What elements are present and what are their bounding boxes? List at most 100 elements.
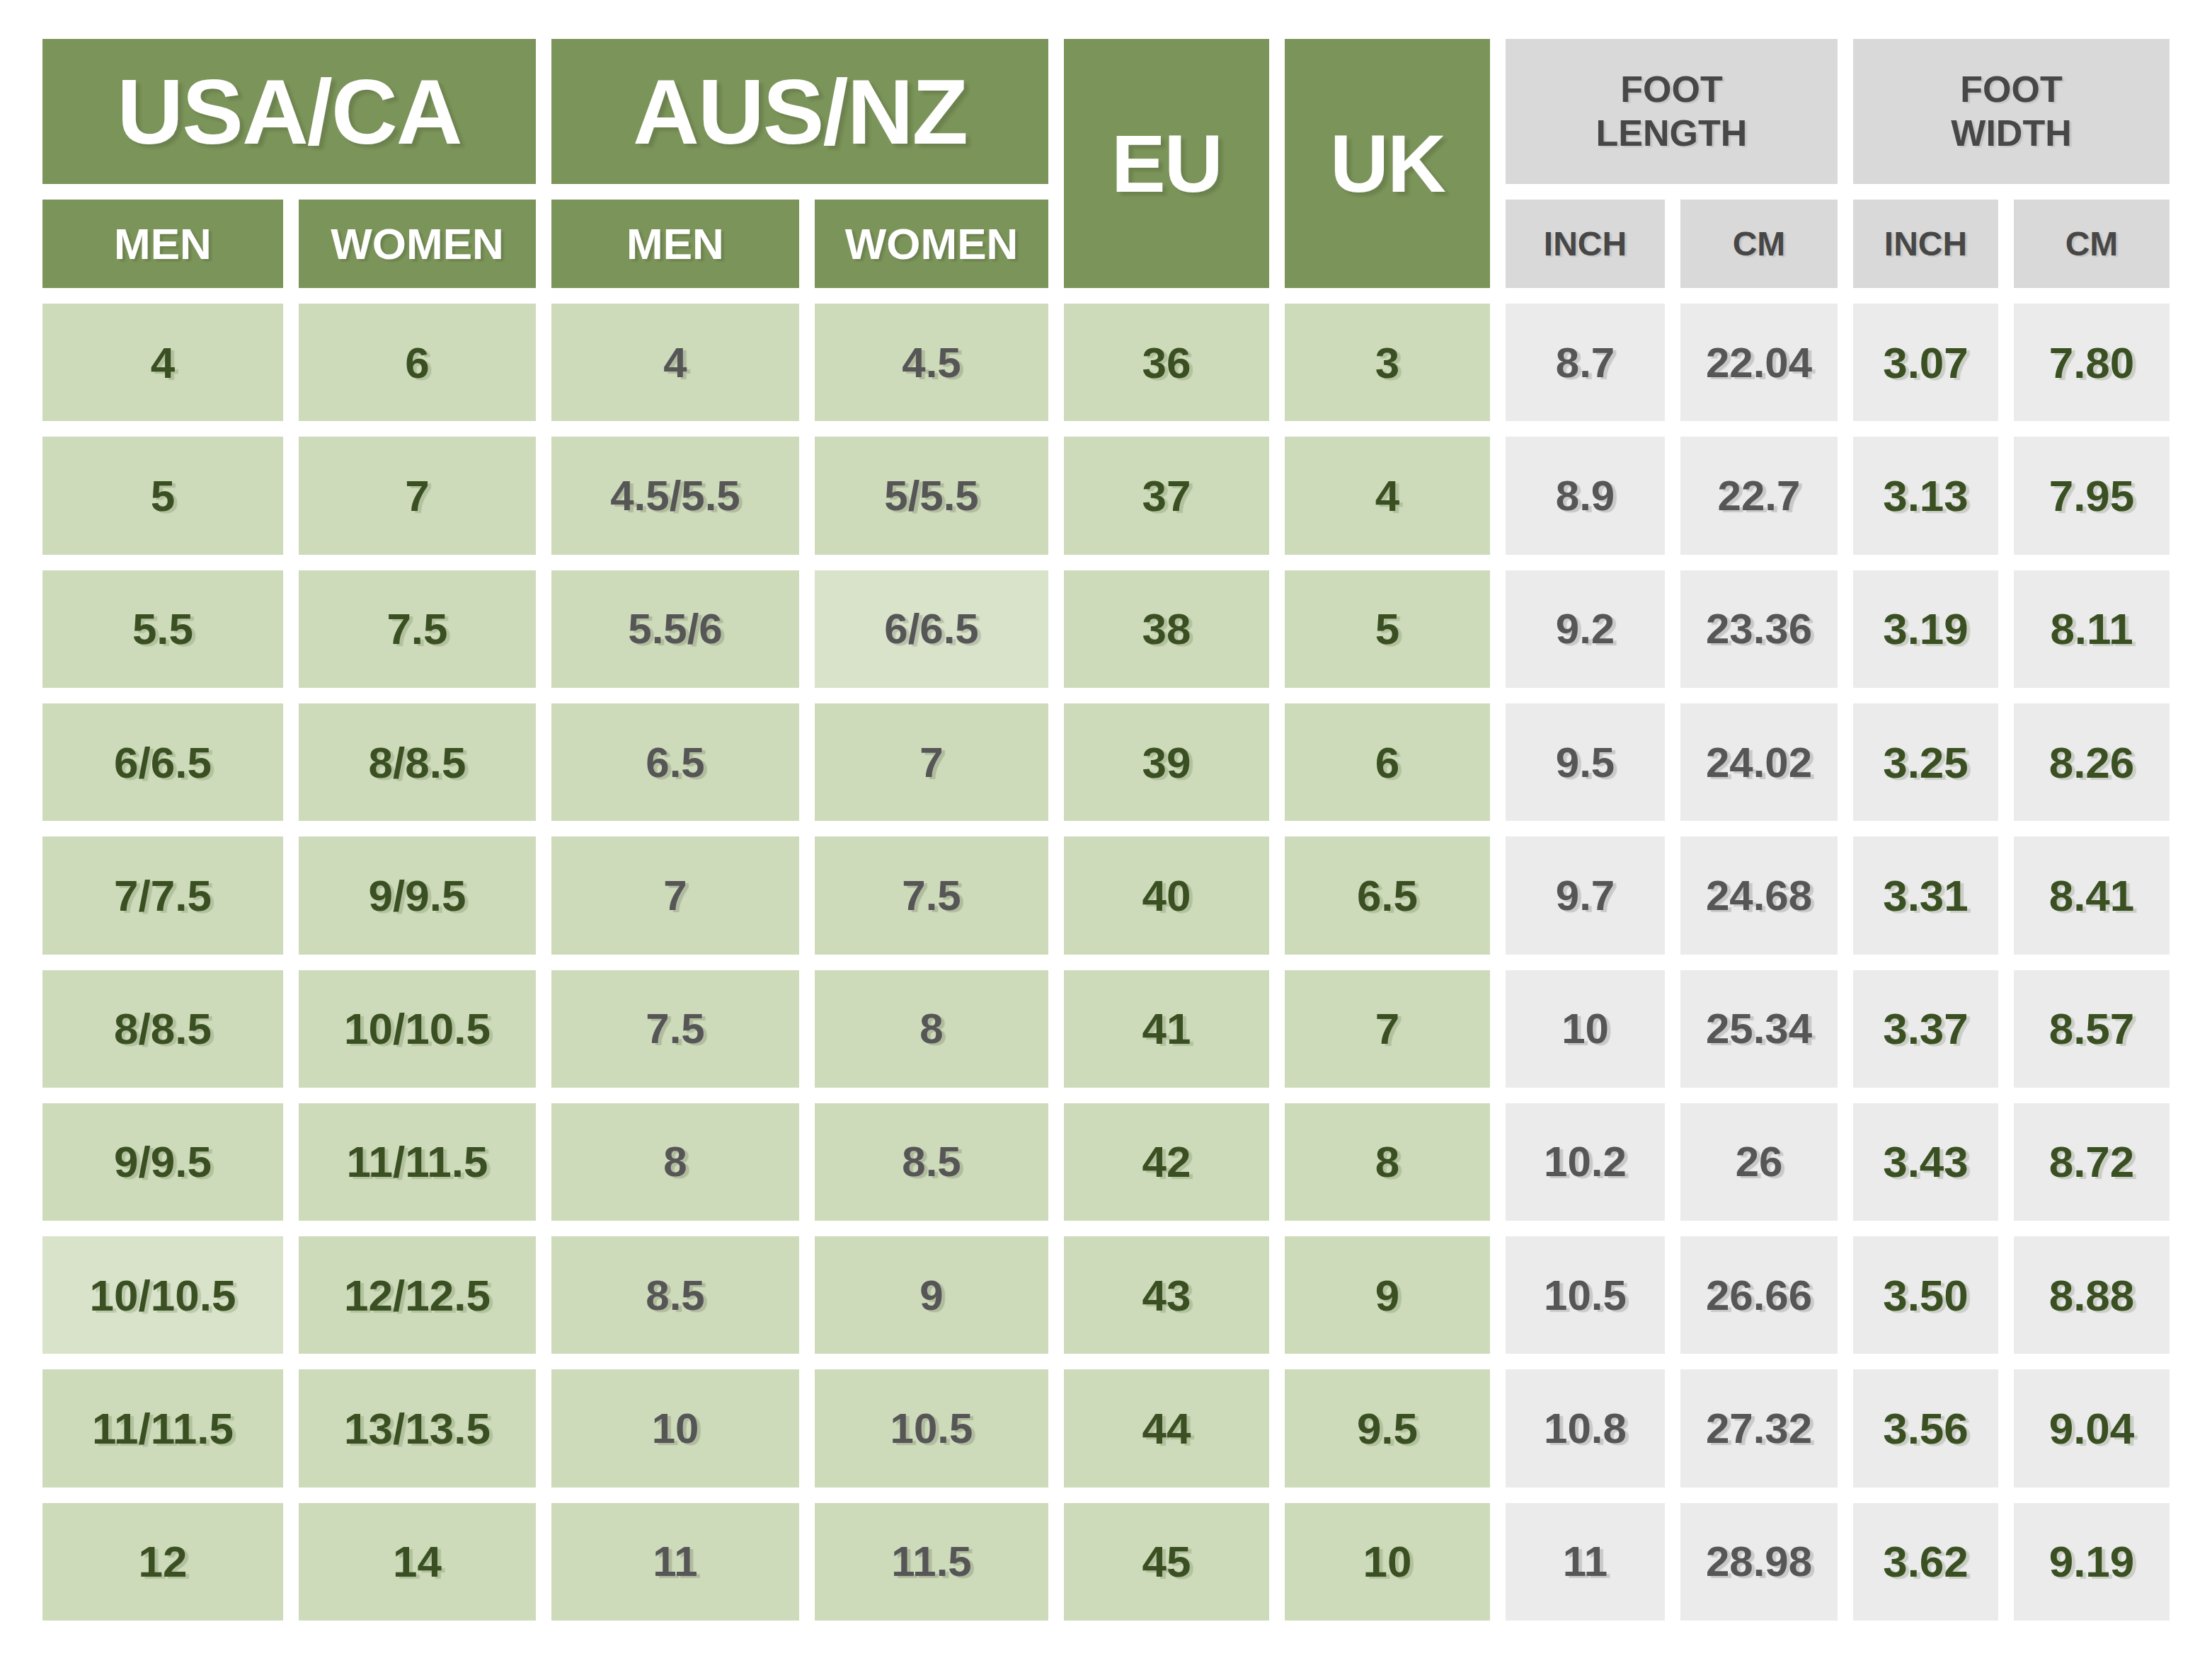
table-cell: 13/13.5 [299, 1369, 536, 1487]
table-cell: 10/10.5 [42, 1236, 283, 1354]
table-cell: 37 [1064, 437, 1269, 554]
table-cell: 22.04 [1680, 304, 1838, 421]
table-cell: 8.11 [2014, 570, 2170, 688]
table-cell: 45 [1064, 1503, 1269, 1621]
table-cell: 24.68 [1680, 836, 1838, 954]
table-cell: 23.36 [1680, 570, 1838, 688]
header-usa-ca: USA/CA [42, 39, 536, 184]
size-chart-page: USA/CA AUS/NZ EU UK FOOT LENGTH FOOT WID… [0, 0, 2212, 1663]
table-cell: 28.98 [1680, 1503, 1838, 1621]
table-cell: 7.5 [299, 570, 536, 688]
table-cell: 8 [551, 1103, 799, 1221]
header-aus-nz: AUS/NZ [551, 39, 1048, 184]
table-cell: 8.26 [2014, 703, 2170, 821]
table-cell: 4 [42, 304, 283, 421]
table-cell: 22.7 [1680, 437, 1838, 554]
table-cell: 3.50 [1853, 1236, 1998, 1354]
subheader-length-cm: CM [1680, 200, 1838, 288]
table-cell: 11/11.5 [42, 1369, 283, 1487]
table-cell: 9.04 [2014, 1369, 2170, 1487]
table-cell: 8.88 [2014, 1236, 2170, 1354]
table-cell: 3.13 [1853, 437, 1998, 554]
table-cell: 9.19 [2014, 1503, 2170, 1621]
table-cell: 10 [1506, 970, 1665, 1088]
table-cell: 9.5 [1506, 703, 1665, 821]
table-cell: 42 [1064, 1103, 1269, 1221]
table-cell: 6.5 [551, 703, 799, 821]
subheader-width-cm: CM [2014, 200, 2170, 288]
table-cell: 11/11.5 [299, 1103, 536, 1221]
table-cell: 10.8 [1506, 1369, 1665, 1487]
table-cell: 8.72 [2014, 1103, 2170, 1221]
table-cell: 3.43 [1853, 1103, 1998, 1221]
table-cell: 3.37 [1853, 970, 1998, 1088]
subheader-aus-women: WOMEN [815, 200, 1048, 288]
table-cell: 11 [1506, 1503, 1665, 1621]
table-cell: 10 [1285, 1503, 1490, 1621]
table-cell: 4.5/5.5 [551, 437, 799, 554]
table-cell: 3 [1285, 304, 1490, 421]
table-cell: 9 [815, 1236, 1048, 1354]
table-cell: 4 [551, 304, 799, 421]
table-cell: 7 [299, 437, 536, 554]
table-cell: 9.7 [1506, 836, 1665, 954]
table-cell: 6/6.5 [815, 570, 1048, 688]
table-cell: 7 [551, 836, 799, 954]
table-cell: 27.32 [1680, 1369, 1838, 1487]
subheader-aus-men: MEN [551, 200, 799, 288]
table-cell: 10/10.5 [299, 970, 536, 1088]
table-cell: 10 [551, 1369, 799, 1487]
table-cell: 43 [1064, 1236, 1269, 1354]
table-cell: 9.5 [1285, 1369, 1490, 1487]
table-cell: 4 [1285, 437, 1490, 554]
table-cell: 3.56 [1853, 1369, 1998, 1487]
table-cell: 41 [1064, 970, 1269, 1088]
header-eu: EU [1064, 39, 1269, 288]
table-cell: 14 [299, 1503, 536, 1621]
table-cell: 8 [1285, 1103, 1490, 1221]
table-cell: 5 [42, 437, 283, 554]
table-cell: 5.5 [42, 570, 283, 688]
table-cell: 7.5 [551, 970, 799, 1088]
table-cell: 26.66 [1680, 1236, 1838, 1354]
table-cell: 3.07 [1853, 304, 1998, 421]
table-cell: 9 [1285, 1236, 1490, 1354]
table-cell: 3.19 [1853, 570, 1998, 688]
table-cell: 11 [551, 1503, 799, 1621]
table-cell: 24.02 [1680, 703, 1838, 821]
table-cell: 10.5 [1506, 1236, 1665, 1354]
table-cell: 8.41 [2014, 836, 2170, 954]
table-cell: 7 [1285, 970, 1490, 1088]
table-cell: 6.5 [1285, 836, 1490, 954]
table-cell: 7/7.5 [42, 836, 283, 954]
table-cell: 5 [1285, 570, 1490, 688]
table-cell: 10.5 [815, 1369, 1048, 1487]
table-cell: 5/5.5 [815, 437, 1048, 554]
table-cell: 7.95 [2014, 437, 2170, 554]
table-cell: 12/12.5 [299, 1236, 536, 1354]
table-cell: 40 [1064, 836, 1269, 954]
table-cell: 9/9.5 [42, 1103, 283, 1221]
table-cell: 8.5 [815, 1103, 1048, 1221]
table-cell: 8 [815, 970, 1048, 1088]
table-cell: 6 [299, 304, 536, 421]
table-cell: 7 [815, 703, 1048, 821]
subheader-usa-men: MEN [42, 200, 283, 288]
table-cell: 7.80 [2014, 304, 2170, 421]
table-cell: 8.57 [2014, 970, 2170, 1088]
table-cell: 44 [1064, 1369, 1269, 1487]
table-cell: 5.5/6 [551, 570, 799, 688]
table-cell: 38 [1064, 570, 1269, 688]
table-cell: 3.25 [1853, 703, 1998, 821]
subheader-length-inch: INCH [1506, 200, 1665, 288]
table-cell: 9.2 [1506, 570, 1665, 688]
table-cell: 12 [42, 1503, 283, 1621]
table-cell: 3.62 [1853, 1503, 1998, 1621]
table-cell: 36 [1064, 304, 1269, 421]
table-cell: 39 [1064, 703, 1269, 821]
table-cell: 26 [1680, 1103, 1838, 1221]
table-cell: 25.34 [1680, 970, 1838, 1088]
table-cell: 7.5 [815, 836, 1048, 954]
table-cell: 8/8.5 [299, 703, 536, 821]
table-cell: 9/9.5 [299, 836, 536, 954]
